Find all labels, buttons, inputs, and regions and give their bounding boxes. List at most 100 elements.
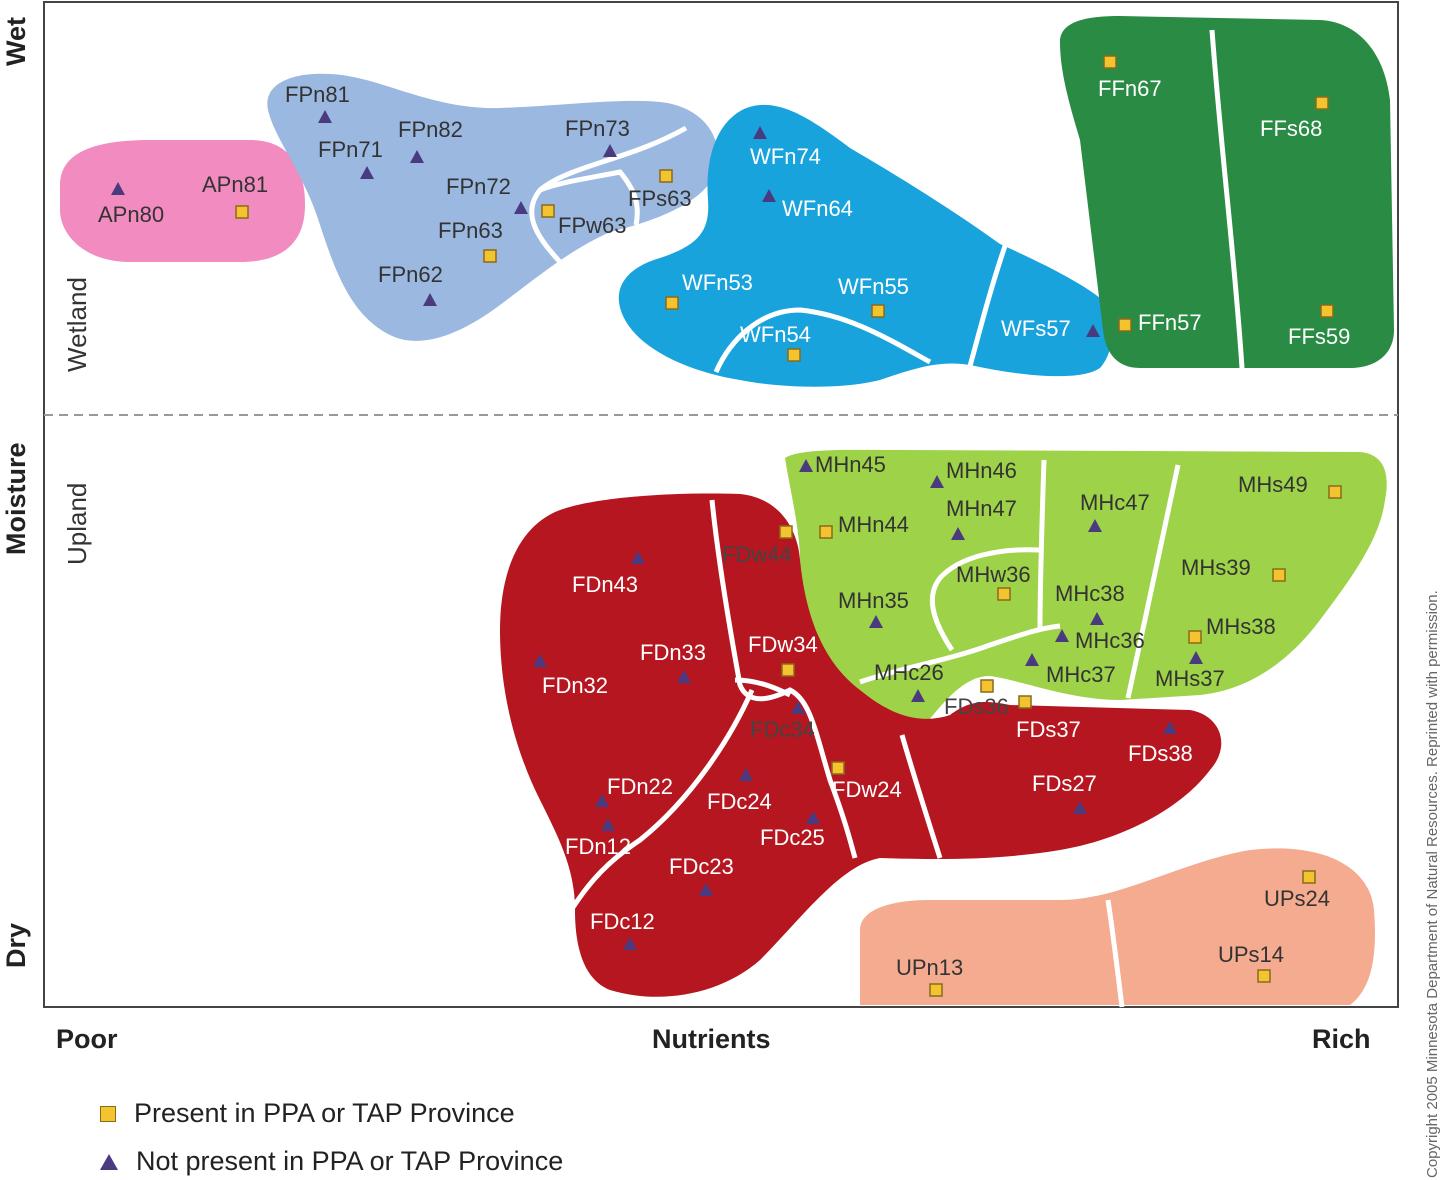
unit-wfn64: WFn64 <box>762 189 853 221</box>
legend-present-label: Present in PPA or TAP Province <box>134 1098 515 1128</box>
unit-ffs59: FFs59 <box>1288 304 1350 349</box>
unit-mhn35: MHn35 <box>838 588 909 628</box>
region-up <box>860 848 1375 1005</box>
region-fp <box>267 73 718 341</box>
absent-marker-icon <box>1189 651 1203 664</box>
unit-fdc23: FDc23 <box>669 854 734 896</box>
unit-fdw34: FDw34 <box>748 632 818 677</box>
unit-fpn63: FPn63 <box>438 218 503 263</box>
present-marker-icon <box>781 663 795 677</box>
unit-label: FDn33 <box>640 640 706 665</box>
absent-marker-icon <box>1086 324 1100 337</box>
unit-fds36: FDs36 <box>944 679 1009 719</box>
unit-mhc38: MHc38 <box>1055 581 1125 625</box>
present-marker-icon <box>1018 695 1032 709</box>
unit-fpn72: FPn72 <box>446 174 528 214</box>
unit-label: MHc37 <box>1046 662 1116 687</box>
absent-marker-icon <box>1025 653 1039 666</box>
unit-label: FDc23 <box>669 854 734 879</box>
unit-label: WFn74 <box>750 144 821 169</box>
unit-label: FDs27 <box>1032 771 1097 796</box>
present-marker-icon <box>1315 96 1329 110</box>
unit-label: MHc38 <box>1055 581 1125 606</box>
unit-fpn82: FPn82 <box>398 117 463 163</box>
absent-marker-icon <box>1055 629 1069 642</box>
unit-label: WFn54 <box>740 322 811 347</box>
mh-separator-2 <box>1125 464 1181 699</box>
unit-label: MHn44 <box>838 512 909 537</box>
present-marker-icon <box>1320 304 1334 318</box>
unit-label: FFn67 <box>1098 76 1162 101</box>
unit-apn80: APn80 <box>98 182 164 227</box>
unit-fdc12: FDc12 <box>590 909 655 950</box>
unit-fps63: FPs63 <box>628 169 692 211</box>
unit-mhc26: MHc26 <box>874 660 944 702</box>
unit-fdn12: FDn12 <box>565 818 631 859</box>
present-marker-icon <box>1328 485 1342 499</box>
unit-label: UPs14 <box>1218 942 1284 967</box>
unit-label: MHs38 <box>1206 614 1276 639</box>
fp-separator-inner <box>539 169 640 226</box>
present-marker-icon <box>980 679 994 693</box>
unit-label: MHw36 <box>956 562 1031 587</box>
unit-fdw44: FDw44 <box>722 525 793 567</box>
region-ap <box>60 140 305 262</box>
present-marker-icon <box>831 761 845 775</box>
unit-mhn47: MHn47 <box>946 496 1017 540</box>
present-marker-icon <box>1272 568 1286 582</box>
present-marker-icon <box>483 249 497 263</box>
ff-separator <box>1209 29 1245 369</box>
unit-fds27: FDs27 <box>1032 771 1097 814</box>
unit-label: FPn81 <box>285 82 350 107</box>
unit-label: FDc34 <box>750 717 815 742</box>
absent-marker-icon <box>951 527 965 540</box>
unit-label: WFn64 <box>782 196 853 221</box>
absent-marker-icon <box>1073 801 1087 814</box>
unit-fds37: FDs37 <box>1016 695 1081 742</box>
unit-mhn46: MHn46 <box>930 458 1017 488</box>
present-marker-icon <box>665 296 679 310</box>
unit-wfs57: WFs57 <box>1001 316 1100 341</box>
unit-fpn62: FPn62 <box>378 262 443 306</box>
unit-label: UPn13 <box>896 955 963 980</box>
absent-marker-icon <box>677 670 691 683</box>
unit-wfn53: WFn53 <box>665 270 753 310</box>
present-marker-icon <box>541 204 555 218</box>
fd-separator-3 <box>899 734 943 859</box>
unit-label: FPn62 <box>378 262 443 287</box>
unit-label: FDn43 <box>572 572 638 597</box>
unit-layer: APn80 APn81 FPn81 FPn71 FPn82 FPn73 FPn72 FPs63… <box>98 55 1350 997</box>
unit-apn81: APn81 <box>202 172 268 219</box>
unit-label: FDw44 <box>722 542 792 567</box>
unit-upn13: UPn13 <box>896 955 963 997</box>
absent-marker-icon <box>762 189 776 202</box>
absent-marker-icon <box>799 459 813 472</box>
present-marker-icon <box>1103 55 1117 69</box>
present-marker-icon <box>819 525 833 539</box>
unit-wfn74: WFn74 <box>750 126 821 169</box>
present-marker-icon <box>659 169 673 183</box>
unit-fpn81: FPn81 <box>285 82 350 123</box>
absent-marker-icon <box>631 551 645 564</box>
unit-mhs38: MHs38 <box>1188 614 1276 644</box>
absent-marker-icon <box>533 654 547 667</box>
unit-label: FDc12 <box>590 909 655 934</box>
fd-separator-2 <box>567 688 755 914</box>
absent-marker-icon <box>1163 721 1177 734</box>
unit-label: FPn72 <box>446 174 511 199</box>
wf-separator-curve <box>713 307 932 374</box>
present-marker-icon <box>235 205 249 219</box>
copyright-note: Copyright 2005 Minnesota Department of N… <box>1424 590 1440 1178</box>
unit-label: FDw34 <box>748 632 818 657</box>
absent-marker-icon <box>739 768 753 781</box>
unit-fdn33: FDn33 <box>640 640 706 683</box>
zone-label-upland: Upland <box>62 483 92 565</box>
unit-fds38: FDs38 <box>1128 721 1193 766</box>
unit-label: FPn63 <box>438 218 503 243</box>
present-marker-icon <box>997 587 1011 601</box>
unit-label: MHc47 <box>1080 490 1150 515</box>
absent-marker-icon <box>360 166 374 179</box>
unit-fdn32: FDn32 <box>533 654 608 698</box>
unit-label: FDc24 <box>707 789 772 814</box>
